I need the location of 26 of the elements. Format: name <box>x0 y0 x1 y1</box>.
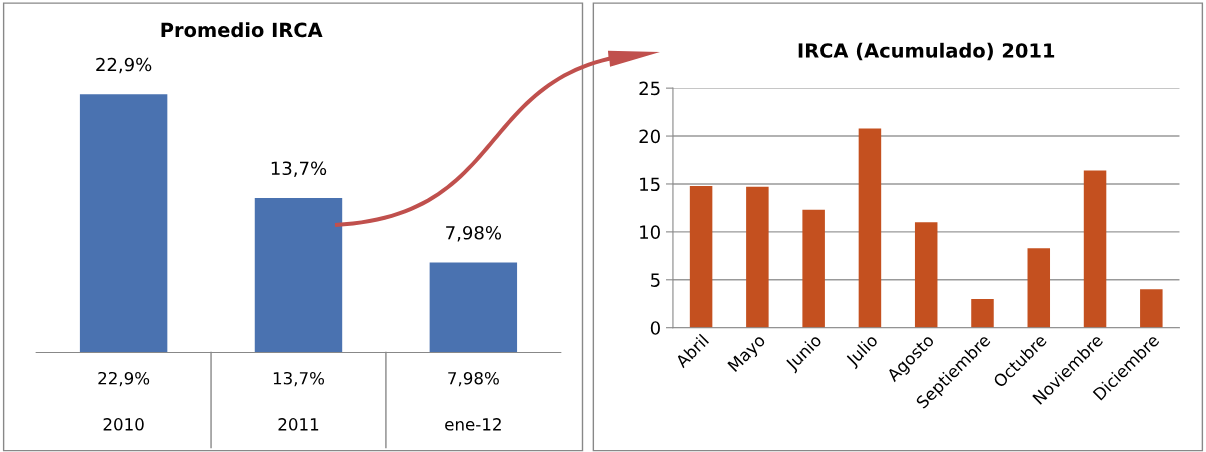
y-tick-label: 5 <box>651 273 660 287</box>
bar <box>1027 248 1051 328</box>
bar <box>689 185 713 328</box>
data-label: 13,7% <box>273 371 325 387</box>
chart-title: IRCA (Acumulado) 2011 <box>798 42 1055 61</box>
text: 13,7% <box>271 161 327 177</box>
data-label: 7,98% <box>448 371 499 387</box>
bar <box>746 186 769 328</box>
bar <box>971 298 994 328</box>
text: 7,98% <box>446 225 502 242</box>
bar <box>1083 170 1107 328</box>
bar <box>802 209 825 328</box>
bar <box>1140 289 1163 328</box>
y-tick-label: 15 <box>640 177 660 192</box>
y-tick-label: 0 <box>650 321 660 335</box>
y-tick-label: 10 <box>640 225 660 239</box>
x-tick-label: ene-12 <box>445 418 501 431</box>
text: 22,9% <box>96 57 152 74</box>
x-tick-label: 2011 <box>278 418 319 431</box>
bar <box>858 128 882 328</box>
chart-title: Promedio IRCA <box>161 22 323 38</box>
x-tick-label: 2010 <box>103 418 144 431</box>
y-tick-label: 20 <box>639 129 660 144</box>
bar <box>914 222 938 328</box>
data-label: 22,9% <box>98 371 150 387</box>
y-tick-label: 25 <box>639 81 660 96</box>
